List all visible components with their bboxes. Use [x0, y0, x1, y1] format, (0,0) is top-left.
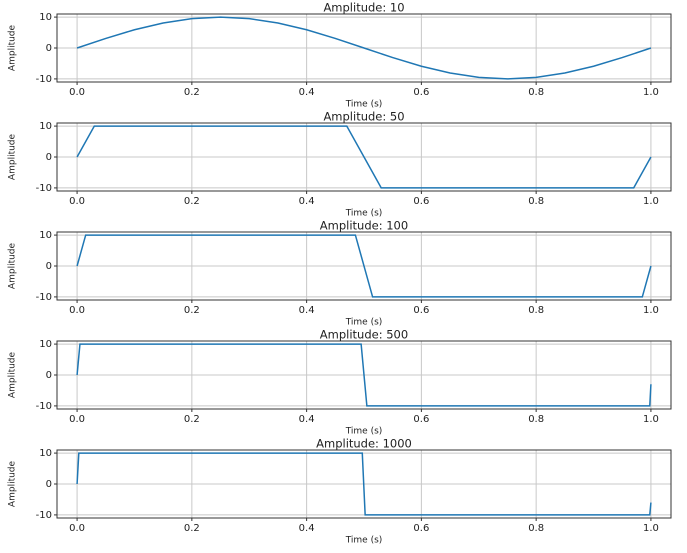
x-tick-label: 0.4	[299, 196, 315, 207]
x-tick-label: 0.4	[299, 305, 315, 316]
x-tick-label: 1.0	[643, 87, 659, 98]
x-tick-label: 0.2	[184, 87, 200, 98]
x-tick-label: 0.0	[69, 87, 85, 98]
y-tick-label: 10	[39, 12, 52, 23]
plot-frame	[56, 449, 672, 519]
x-tick-label: 0.2	[184, 523, 200, 534]
x-tick-label: 0.8	[528, 196, 544, 207]
line-series	[76, 125, 652, 189]
y-tick-label: 0	[46, 261, 52, 272]
subplot-title: Amplitude: 50	[323, 110, 404, 124]
y-tick-label: 0	[46, 479, 52, 490]
y-tick-label: -10	[36, 401, 52, 412]
x-tick-label: 1.0	[643, 196, 659, 207]
subplot-title: Amplitude: 100	[320, 219, 408, 233]
x-tick-label: 0.6	[413, 87, 429, 98]
y-tick-label: 0	[46, 370, 52, 381]
x-tick-label: 0.2	[184, 414, 200, 425]
x-tick-label: 0.0	[69, 305, 85, 316]
y-tick-label: 0	[46, 43, 52, 54]
x-tick-label: 0.8	[528, 414, 544, 425]
y-tick-label: 0	[46, 152, 52, 163]
x-axis-label: Time (s)	[345, 427, 383, 437]
x-tick-label: 0.2	[184, 196, 200, 207]
line-series	[76, 234, 652, 298]
y-axis-label: Amplitude	[8, 242, 18, 289]
x-tick-label: 0.8	[528, 305, 544, 316]
x-tick-label: 0.6	[413, 523, 429, 534]
x-tick-label: 0.0	[69, 523, 85, 534]
x-tick-label: 1.0	[643, 414, 659, 425]
x-axis-label: Time (s)	[345, 100, 383, 110]
x-tick-label: 0.0	[69, 196, 85, 207]
x-tick-label: 1.0	[643, 305, 659, 316]
y-tick-label: -10	[36, 510, 52, 521]
subplot-title: Amplitude: 500	[320, 328, 408, 342]
subplot-title: Amplitude: 10	[323, 1, 404, 15]
y-axis-label: Amplitude	[8, 133, 18, 180]
x-tick-label: 0.6	[413, 305, 429, 316]
y-tick-label: 10	[39, 230, 52, 241]
plot-frame	[56, 231, 672, 301]
y-tick-label: 10	[39, 121, 52, 132]
subplot-title: Amplitude: 1000	[316, 437, 412, 451]
y-tick-label: 10	[39, 448, 52, 459]
y-axis-label: Amplitude	[8, 24, 18, 71]
y-tick-label: -10	[36, 183, 52, 194]
plot-frame	[56, 13, 672, 83]
x-axis-label: Time (s)	[345, 536, 383, 546]
y-tick-label: 10	[39, 339, 52, 350]
x-tick-label: 0.8	[528, 87, 544, 98]
x-tick-label: 0.2	[184, 305, 200, 316]
y-axis-label: Amplitude	[8, 460, 18, 507]
x-axis-label: Time (s)	[345, 209, 383, 219]
x-tick-label: 0.6	[413, 196, 429, 207]
y-tick-label: -10	[36, 292, 52, 303]
line-series	[76, 16, 652, 80]
y-tick-label: -10	[36, 74, 52, 85]
x-tick-label: 0.4	[299, 523, 315, 534]
x-tick-label: 0.4	[299, 87, 315, 98]
x-tick-label: 0.0	[69, 414, 85, 425]
x-tick-label: 0.4	[299, 414, 315, 425]
line-series	[76, 343, 652, 407]
x-tick-label: 0.8	[528, 523, 544, 534]
x-tick-label: 1.0	[643, 523, 659, 534]
x-axis-label: Time (s)	[345, 318, 383, 328]
x-tick-label: 0.6	[413, 414, 429, 425]
line-series	[76, 452, 652, 516]
y-axis-label: Amplitude	[8, 351, 18, 398]
plot-frame	[56, 340, 672, 410]
plot-frame	[56, 122, 672, 192]
